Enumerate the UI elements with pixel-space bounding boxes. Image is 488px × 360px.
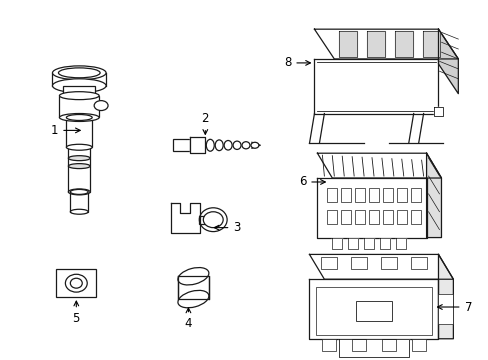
Bar	[316, 287, 431, 335]
Ellipse shape	[65, 274, 87, 292]
Bar	[354, 210, 365, 224]
Polygon shape	[364, 238, 373, 249]
Polygon shape	[170, 203, 200, 233]
Polygon shape	[438, 255, 452, 339]
Polygon shape	[309, 255, 452, 279]
Ellipse shape	[52, 79, 106, 93]
Polygon shape	[379, 238, 389, 249]
Bar	[56, 269, 96, 297]
Text: 3: 3	[214, 221, 240, 234]
Ellipse shape	[60, 113, 99, 121]
Polygon shape	[339, 339, 408, 357]
Bar	[321, 257, 337, 269]
Bar	[396, 210, 406, 224]
Bar	[68, 147, 90, 192]
Ellipse shape	[68, 156, 90, 161]
Bar	[199, 216, 215, 224]
Ellipse shape	[68, 164, 90, 168]
Ellipse shape	[66, 114, 92, 121]
Bar	[411, 339, 425, 351]
Bar	[351, 339, 366, 351]
Bar	[381, 339, 395, 351]
Ellipse shape	[59, 68, 100, 78]
Bar	[368, 188, 378, 202]
Ellipse shape	[70, 189, 88, 194]
Bar	[63, 86, 95, 96]
Ellipse shape	[203, 212, 223, 228]
Polygon shape	[317, 153, 441, 178]
Polygon shape	[314, 59, 438, 113]
Polygon shape	[422, 31, 440, 57]
Text: 1: 1	[51, 124, 80, 137]
Text: 5: 5	[73, 301, 80, 325]
Ellipse shape	[178, 291, 208, 308]
Ellipse shape	[199, 208, 226, 231]
Bar	[382, 210, 392, 224]
Text: 8: 8	[284, 57, 310, 69]
Text: 2: 2	[201, 112, 209, 134]
Bar	[368, 210, 378, 224]
Polygon shape	[309, 279, 438, 339]
Ellipse shape	[215, 140, 223, 150]
Bar	[341, 210, 350, 224]
Polygon shape	[438, 29, 457, 94]
Polygon shape	[190, 137, 205, 153]
Polygon shape	[347, 238, 357, 249]
Bar	[380, 257, 396, 269]
Bar	[341, 188, 350, 202]
Bar	[172, 139, 190, 151]
Polygon shape	[366, 31, 384, 57]
Bar	[410, 210, 420, 224]
Ellipse shape	[70, 209, 88, 214]
Ellipse shape	[224, 140, 232, 150]
Polygon shape	[332, 238, 342, 249]
Polygon shape	[395, 238, 405, 249]
Ellipse shape	[94, 100, 108, 111]
Bar	[322, 339, 336, 351]
Bar	[382, 188, 392, 202]
Polygon shape	[339, 31, 356, 57]
Bar	[60, 96, 99, 117]
Text: 6: 6	[298, 175, 325, 189]
Ellipse shape	[242, 142, 249, 149]
Bar	[326, 188, 337, 202]
Bar	[396, 188, 406, 202]
Polygon shape	[177, 276, 209, 299]
Bar	[66, 117, 92, 147]
Ellipse shape	[70, 278, 82, 288]
Bar	[438, 294, 452, 324]
Polygon shape	[426, 153, 441, 238]
Ellipse shape	[66, 144, 92, 150]
Bar	[354, 188, 365, 202]
Text: 7: 7	[437, 301, 471, 314]
Bar	[410, 188, 420, 202]
Polygon shape	[317, 178, 426, 238]
Ellipse shape	[233, 141, 241, 149]
Text: 4: 4	[184, 308, 192, 330]
Ellipse shape	[68, 189, 90, 195]
Ellipse shape	[250, 142, 258, 148]
Bar	[350, 257, 366, 269]
Bar	[70, 192, 88, 212]
Ellipse shape	[52, 66, 106, 80]
Polygon shape	[433, 107, 443, 117]
Ellipse shape	[178, 267, 208, 285]
Bar	[355, 301, 391, 321]
Bar	[410, 257, 426, 269]
Polygon shape	[394, 31, 412, 57]
Ellipse shape	[60, 92, 99, 100]
Bar	[326, 210, 337, 224]
Ellipse shape	[206, 139, 214, 151]
Polygon shape	[314, 29, 457, 59]
